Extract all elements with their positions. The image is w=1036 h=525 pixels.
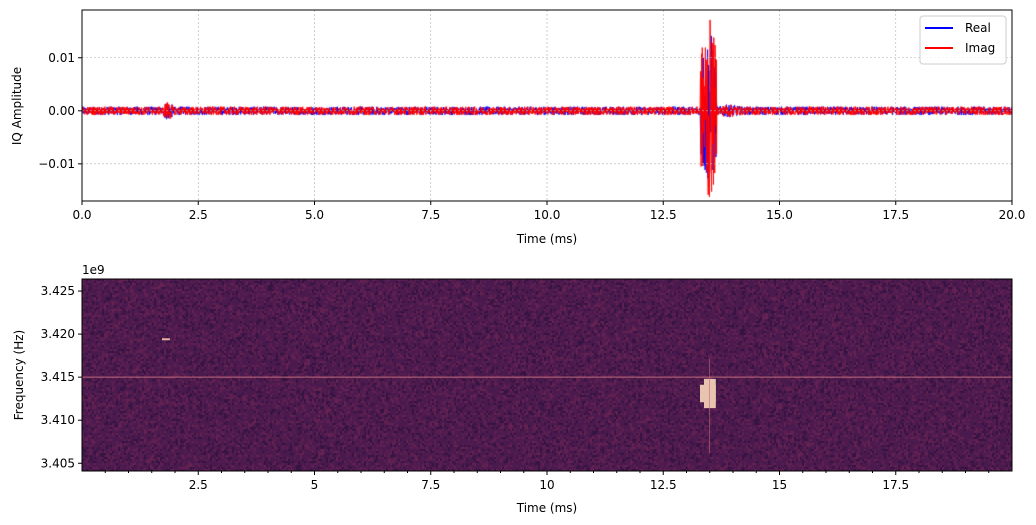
top-ytick-label: 0.00 bbox=[48, 104, 75, 118]
top-xtick-label: 17.5 bbox=[882, 208, 909, 222]
bottom-ytick-label: 3.410 bbox=[41, 413, 75, 427]
spectrogram-features bbox=[82, 338, 1012, 454]
top-xtick-label: 0.0 bbox=[72, 208, 91, 222]
bottom-xtick-label: 5 bbox=[311, 478, 319, 492]
bottom-xtick-label: 17.5 bbox=[882, 478, 909, 492]
top-ylabel: IQ Amplitude bbox=[10, 67, 24, 145]
top-xtick-label: 10.0 bbox=[534, 208, 561, 222]
spectrogram-burst-core bbox=[699, 384, 716, 403]
top-axes-frame bbox=[81, 9, 1013, 202]
bottom-xtick-label: 15 bbox=[772, 478, 787, 492]
bottom-ylabel: Frequency (Hz) bbox=[12, 330, 26, 421]
top-xtick-label: 20.0 bbox=[999, 208, 1026, 222]
top-xtick-label: 12.5 bbox=[650, 208, 677, 222]
legend: Real Imag bbox=[919, 15, 1007, 65]
top-ytick-label: 0.01 bbox=[48, 51, 75, 65]
bottom-ytick-label: 3.425 bbox=[41, 284, 75, 298]
bottom-xlabel: Time (ms) bbox=[516, 501, 578, 515]
bottom-ytick-label: 3.405 bbox=[41, 456, 75, 470]
bottom-xtick-label: 10 bbox=[539, 478, 554, 492]
spectrogram-blip bbox=[161, 338, 170, 341]
top-xtick-label: 5.0 bbox=[305, 208, 324, 222]
top-axis-ticks: 0.0 2.5 5.0 7.5 10.0 12.5 15.0 17.5 20.0 −0.01 0.0… bbox=[38, 51, 1025, 222]
top-xtick-label: 2.5 bbox=[189, 208, 208, 222]
top-xtick-label: 7.5 bbox=[421, 208, 440, 222]
bottom-xtick-label: 7.5 bbox=[421, 478, 440, 492]
y-offset-label: 1e9 bbox=[82, 263, 105, 277]
legend-box bbox=[919, 15, 1007, 65]
top-xlabel: Time (ms) bbox=[516, 232, 578, 246]
top-grid bbox=[81, 10, 1013, 201]
top-xtick-label: 15.0 bbox=[766, 208, 793, 222]
bottom-axes-frame bbox=[81, 278, 1013, 472]
bottom-axis-ticks: 2.5 5 7.5 10 12.5 15 17.5 3.405 3.410 3.415 3.420 3… bbox=[41, 284, 990, 492]
legend-label-real: Real bbox=[965, 21, 991, 35]
legend-label-imag: Imag bbox=[965, 41, 995, 55]
bottom-ytick-label: 3.415 bbox=[41, 370, 75, 384]
top-ytick-label: −0.01 bbox=[38, 157, 75, 171]
bottom-ytick-label: 3.420 bbox=[41, 327, 75, 341]
spectrogram-image bbox=[82, 279, 1012, 471]
bottom-xtick-label: 2.5 bbox=[189, 478, 208, 492]
iq-waveform bbox=[82, 10, 1012, 201]
bottom-xtick-label: 12.5 bbox=[650, 478, 677, 492]
